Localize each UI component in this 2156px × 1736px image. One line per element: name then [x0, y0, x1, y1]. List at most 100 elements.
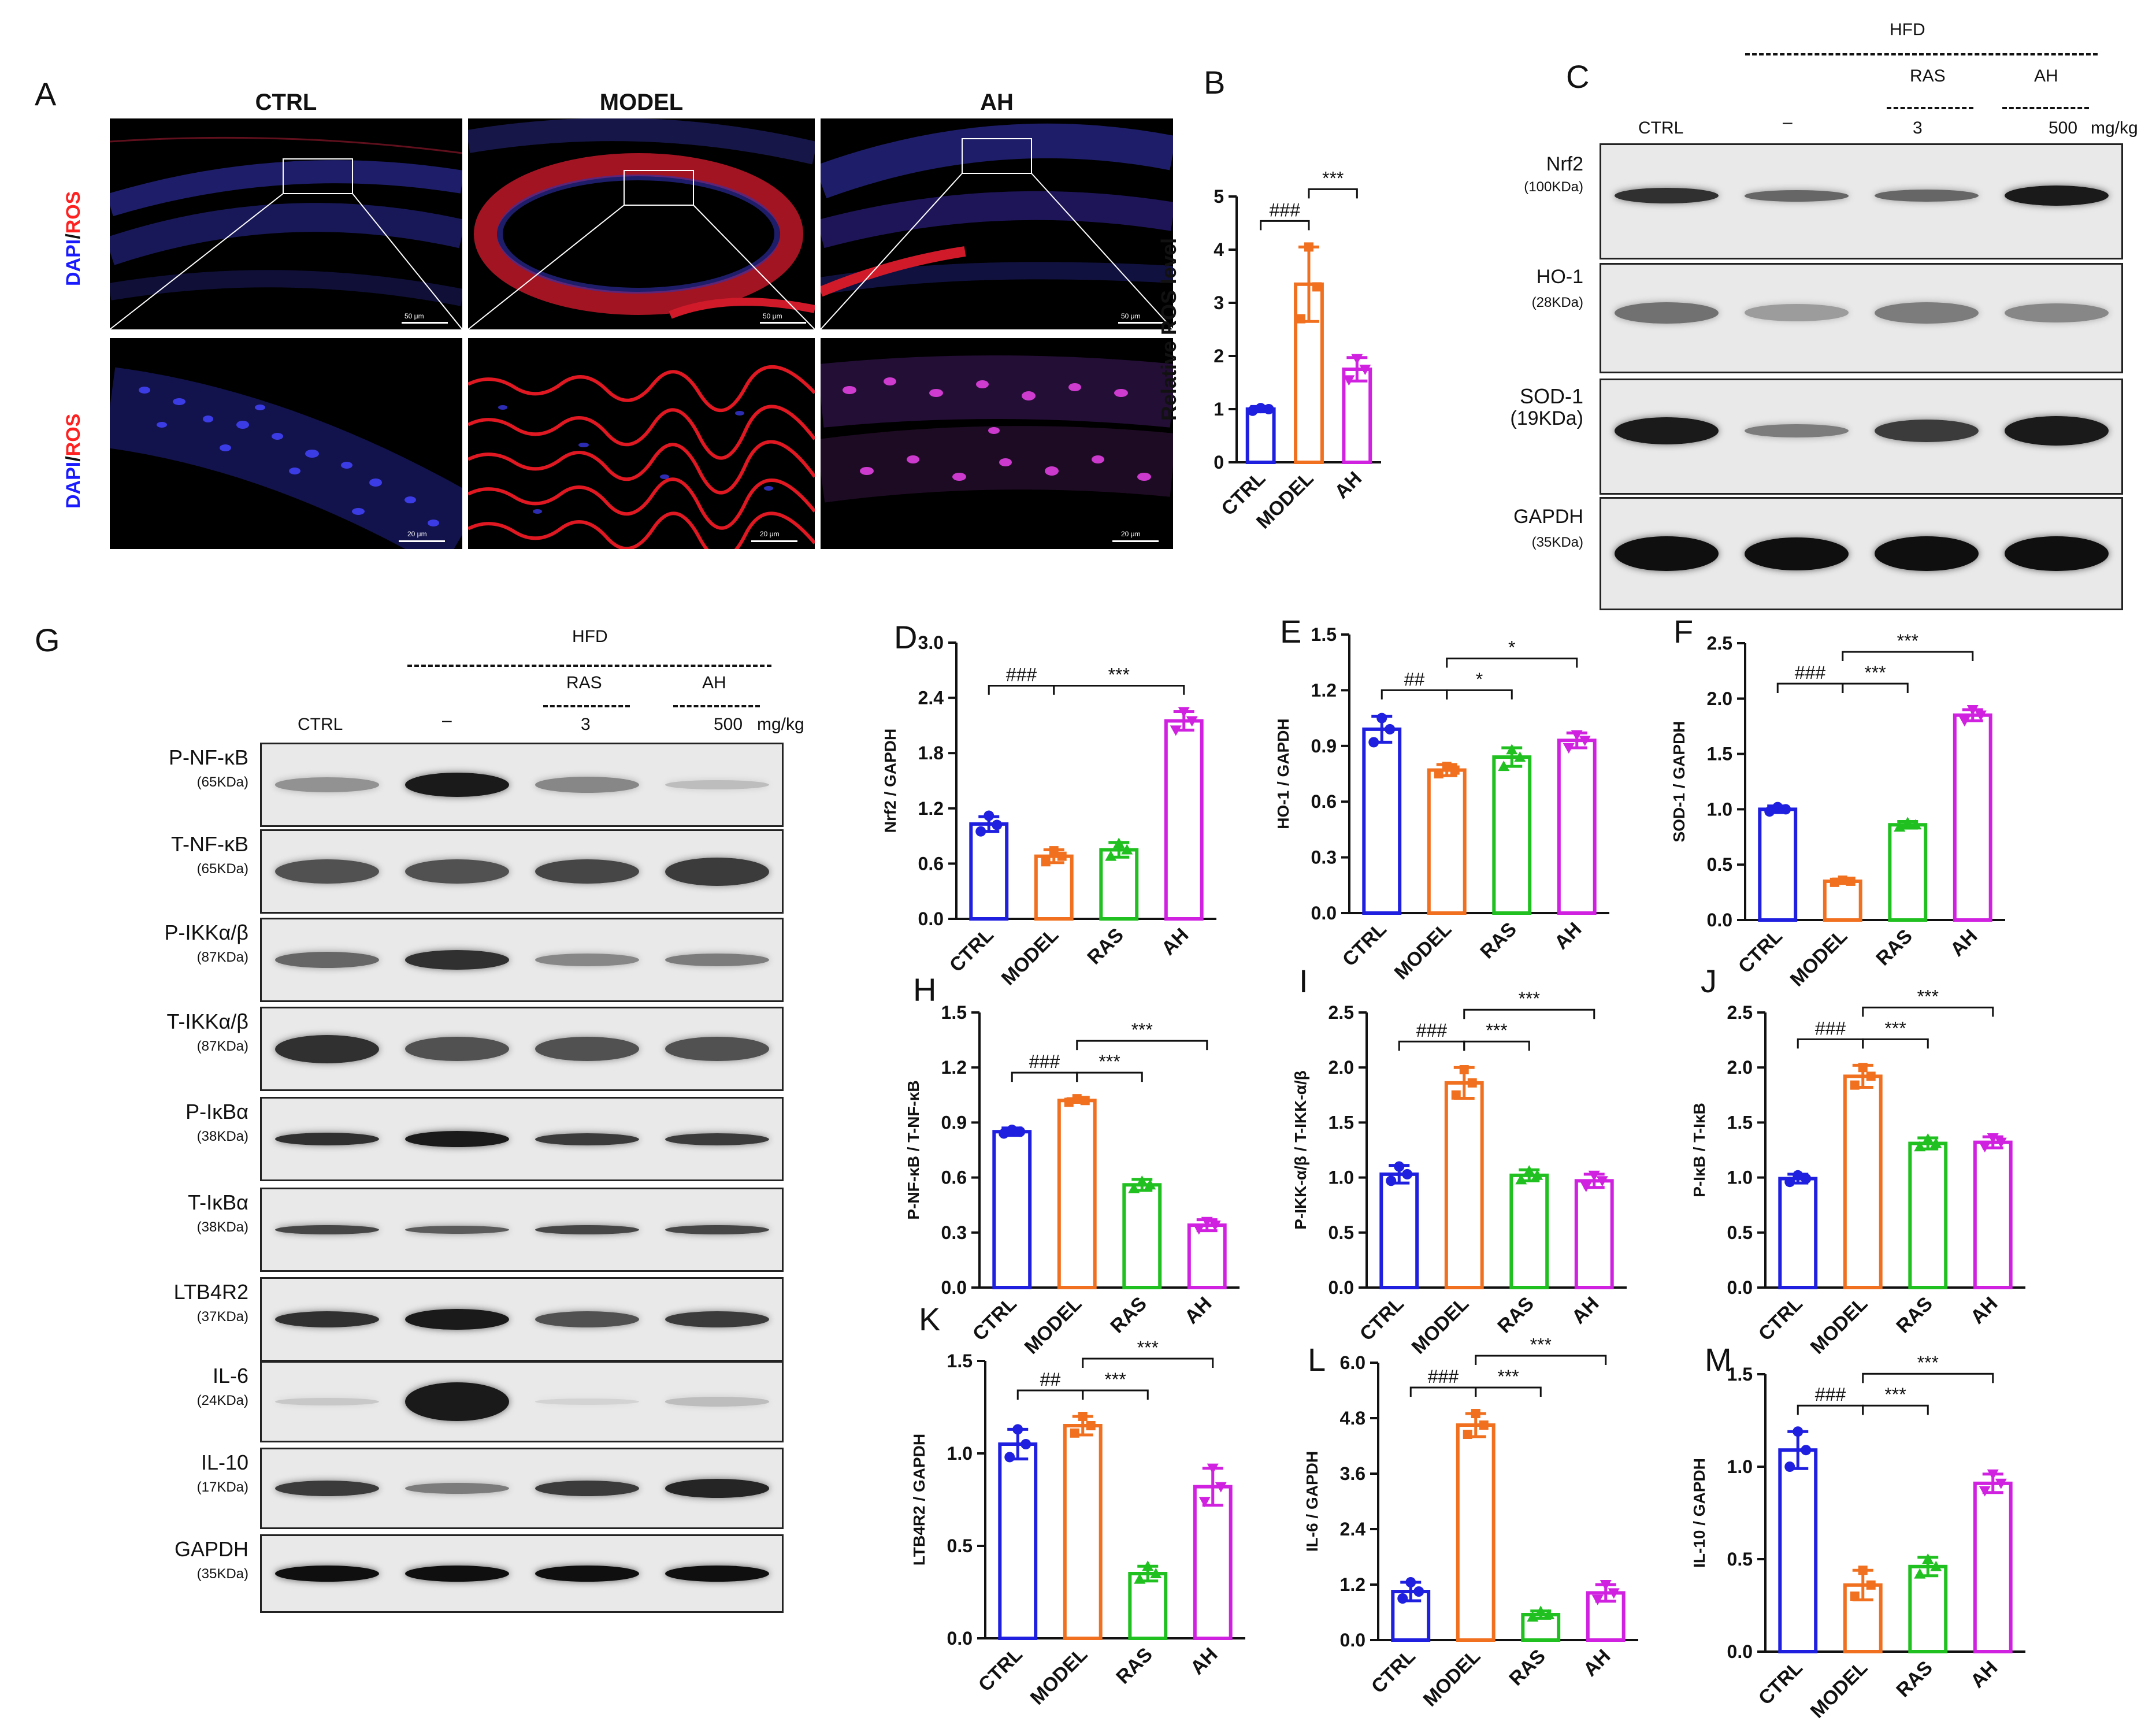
data-point: [1459, 1065, 1469, 1075]
sig-bracket: [1475, 1386, 1542, 1397]
micrograph-ctrl-low: 50 μm: [110, 118, 462, 329]
data-point: [1296, 314, 1305, 324]
scale-bar: [402, 322, 448, 324]
y-tick-label: 2.5: [1707, 633, 1732, 654]
data-point: [1966, 704, 1979, 715]
y-tick-label: 1.0: [1727, 1456, 1753, 1477]
scale-bar: [1112, 540, 1159, 542]
micrograph-model-high-art: [468, 365, 815, 549]
data-point: [1304, 242, 1313, 252]
g-protein-name: IL-6: [212, 1364, 248, 1388]
scale-bar: [751, 540, 797, 542]
micrograph-ctrl-high-art: [110, 367, 462, 549]
x-tick-label: CTRL: [974, 1644, 1027, 1696]
sig-label: ***: [1884, 1384, 1906, 1405]
g-blot-strip: [260, 829, 784, 914]
data-point: [1506, 744, 1518, 755]
g-band: [405, 859, 509, 884]
y-tick-label: 0.5: [1707, 854, 1732, 875]
data-point: [1070, 1428, 1079, 1438]
g-band: [274, 1132, 379, 1146]
data-point: [1078, 1412, 1088, 1421]
y-tick-label: 1.5: [1311, 624, 1337, 645]
sig-bracket: [1016, 1389, 1084, 1400]
g-protein-name: LTB4R2: [173, 1280, 248, 1304]
y-tick-label: 4.8: [1340, 1408, 1365, 1429]
x-tick-label: CTRL: [945, 924, 998, 977]
g-band: [665, 1225, 769, 1235]
sig-bracket: [1475, 1355, 1607, 1365]
g-band: [535, 1037, 639, 1061]
g-band: [274, 1311, 379, 1327]
c-protein-name: GAPDH: [1513, 506, 1583, 528]
x-tick-label: RAS: [1112, 1644, 1157, 1689]
bar-ctrl: [998, 1442, 1038, 1640]
micrograph-ah-high: 20 μm: [821, 338, 1173, 549]
c-band: [1744, 190, 1849, 202]
x-tick-label: MODEL: [1786, 925, 1852, 991]
x-tick-label: RAS: [1493, 1293, 1538, 1338]
bar-ah: [1557, 739, 1597, 915]
data-point: [1402, 1169, 1413, 1179]
bar-ah: [1187, 1223, 1227, 1290]
c-hfd-line: [1745, 53, 2098, 55]
data-point: [1979, 1142, 1991, 1153]
sig-label: ***: [1131, 1019, 1153, 1040]
micrograph-ah-low: 50 μm: [821, 118, 1173, 329]
data-point: [1479, 1420, 1489, 1430]
data-point: [1121, 844, 1133, 855]
c-ah-dose: 500: [2049, 118, 2078, 138]
sig-label: ***: [1137, 1337, 1159, 1358]
data-point: [1142, 1560, 1154, 1571]
c-unit-label: mg/kg: [2091, 118, 2138, 138]
c-hfd-label: HFD: [1890, 20, 1925, 39]
data-point: [1866, 1580, 1876, 1590]
g-protein-name: T-IκBα: [188, 1190, 248, 1214]
panel-letter-b: B: [1204, 64, 1226, 101]
sig-bracket: [1776, 682, 1844, 693]
c-blot-strip: [1600, 263, 2123, 373]
y-tick-label: 1.2: [1311, 680, 1337, 700]
x-tick-label: AH: [1568, 1293, 1604, 1329]
y-tick-label: 1.2: [918, 798, 944, 819]
y-tick-label: 0.0: [1311, 903, 1337, 923]
g-band: [405, 1131, 509, 1147]
x-tick-label: MODEL: [1026, 1644, 1092, 1709]
y-tick-label: 0.9: [1311, 736, 1337, 756]
data-point: [1136, 1175, 1148, 1186]
data-point: [1178, 707, 1190, 718]
g-band: [405, 773, 509, 797]
data-point: [1201, 1216, 1213, 1227]
g-band: [405, 1308, 509, 1330]
data-point: [1450, 765, 1460, 775]
sig-label: *: [1508, 637, 1515, 658]
g-band: [274, 859, 379, 884]
x-tick-label: CTRL: [1734, 925, 1787, 978]
g-ctrl-label: CTRL: [298, 715, 343, 734]
g-protein-kda: (35KDa): [196, 1566, 248, 1582]
data-point: [1563, 743, 1575, 754]
sig-label: ***: [1519, 988, 1540, 1009]
sig-bracket: [1076, 1040, 1208, 1051]
c-band: [1744, 304, 1849, 322]
bar-ras: [1908, 1141, 1948, 1290]
c-protein-kda: (100KDa): [1524, 179, 1583, 195]
data-point: [1591, 1594, 1604, 1605]
x-tick-label: MODEL: [1806, 1657, 1872, 1723]
y-tick-label: 1.0: [1329, 1167, 1354, 1188]
data-point: [1385, 724, 1396, 735]
panel-letter-l: L: [1308, 1341, 1326, 1378]
bar-ah: [1193, 1485, 1233, 1641]
data-point: [1343, 375, 1355, 386]
scale-text: 20 μm: [1121, 530, 1141, 538]
g-protein-name: T-IKKα/β: [166, 1010, 248, 1033]
c-band: [1614, 417, 1719, 445]
g-unit-label: mg/kg: [757, 715, 804, 734]
data-point: [1830, 877, 1839, 887]
scale-bar: [399, 540, 445, 542]
g-hfd-line: [407, 665, 771, 667]
data-point: [1359, 365, 1371, 375]
micro-title-model: MODEL: [599, 90, 684, 115]
x-tick-label: AH: [1966, 1657, 2002, 1693]
